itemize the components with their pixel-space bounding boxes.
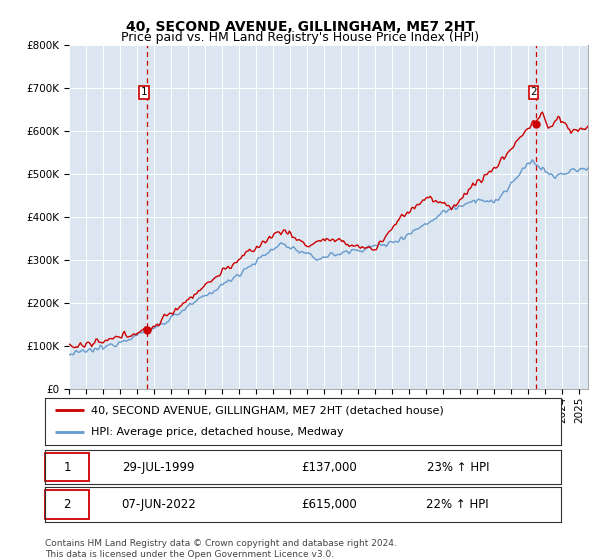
Text: 40, SECOND AVENUE, GILLINGHAM, ME7 2HT: 40, SECOND AVENUE, GILLINGHAM, ME7 2HT (125, 20, 475, 34)
Text: 2: 2 (64, 498, 71, 511)
Text: 29-JUL-1999: 29-JUL-1999 (122, 460, 195, 474)
Text: 22% ↑ HPI: 22% ↑ HPI (427, 498, 489, 511)
Text: 2: 2 (530, 87, 536, 97)
FancyBboxPatch shape (45, 453, 89, 481)
FancyBboxPatch shape (45, 491, 89, 519)
Text: £615,000: £615,000 (301, 498, 356, 511)
Text: HPI: Average price, detached house, Medway: HPI: Average price, detached house, Medw… (91, 427, 344, 437)
Text: Price paid vs. HM Land Registry's House Price Index (HPI): Price paid vs. HM Land Registry's House … (121, 31, 479, 44)
Text: 23% ↑ HPI: 23% ↑ HPI (427, 460, 489, 474)
Text: 1: 1 (64, 460, 71, 474)
Text: Contains HM Land Registry data © Crown copyright and database right 2024.
This d: Contains HM Land Registry data © Crown c… (45, 539, 397, 559)
Text: 1: 1 (141, 87, 148, 97)
Text: 40, SECOND AVENUE, GILLINGHAM, ME7 2HT (detached house): 40, SECOND AVENUE, GILLINGHAM, ME7 2HT (… (91, 405, 444, 416)
Text: £137,000: £137,000 (301, 460, 356, 474)
Text: 07-JUN-2022: 07-JUN-2022 (121, 498, 196, 511)
